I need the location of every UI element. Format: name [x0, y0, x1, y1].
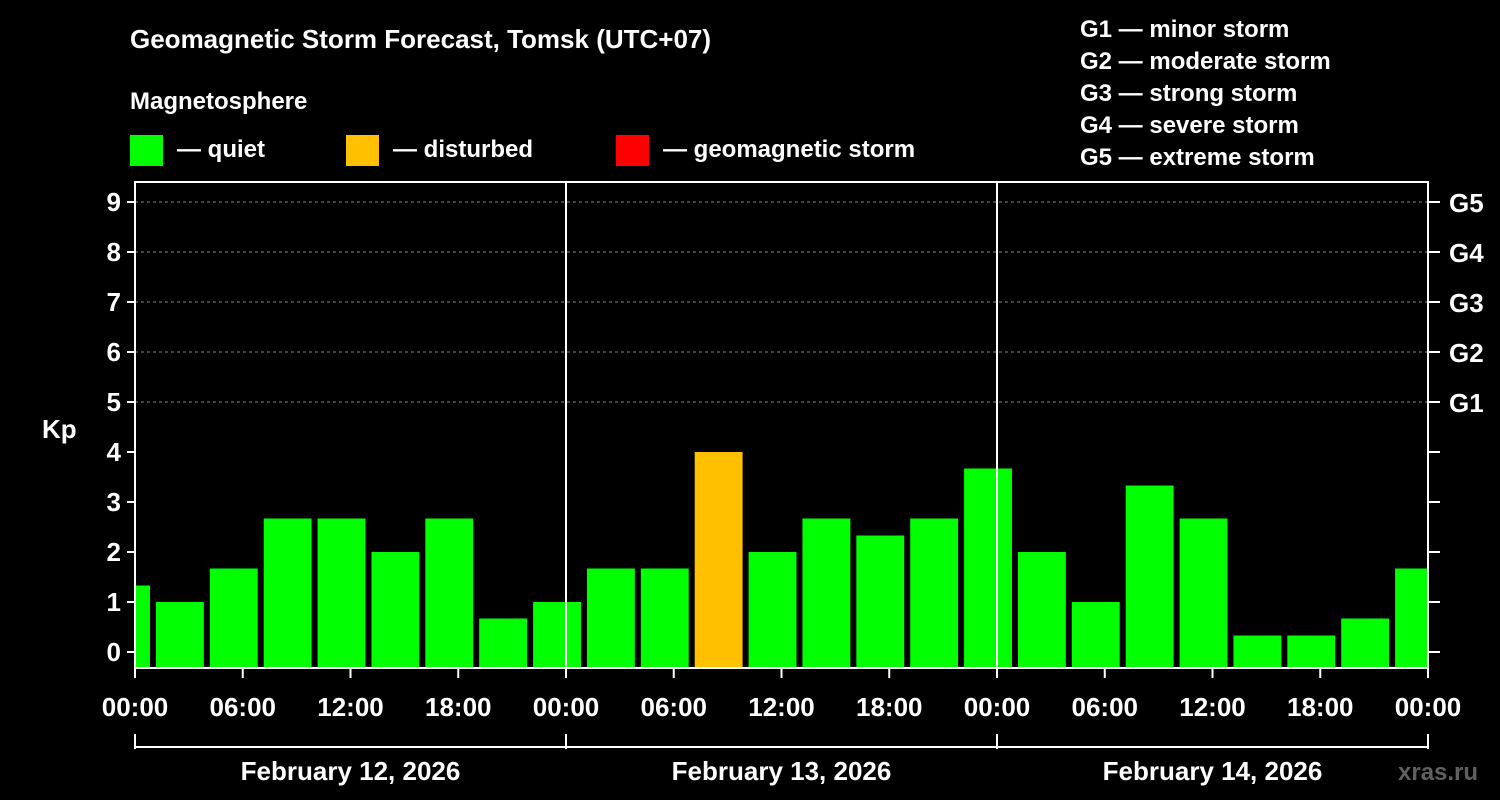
legend-label-storm: — geomagnetic storm — [663, 136, 915, 163]
legend-swatch-quiet — [130, 135, 163, 166]
kp-bar — [748, 552, 797, 668]
x-tick-label: 18:00 — [425, 692, 492, 722]
y-tick-label: 3 — [107, 487, 121, 517]
x-tick-label: 18:00 — [856, 692, 923, 722]
y-tick-label: 2 — [107, 537, 121, 567]
kp-bar — [1017, 552, 1066, 668]
y-tick-label: 1 — [107, 587, 121, 617]
x-tick-label: 18:00 — [1287, 692, 1354, 722]
kp-bar — [209, 568, 258, 668]
kp-bar — [910, 518, 959, 668]
x-tick-label: 06:00 — [210, 692, 277, 722]
g-scale-label: G4 — [1449, 238, 1484, 268]
kp-bar — [425, 518, 474, 668]
y-tick-label: 5 — [107, 387, 121, 417]
y-tick-label: 7 — [107, 287, 121, 317]
g-scale-label: G3 — [1449, 288, 1484, 318]
kp-bar — [263, 518, 312, 668]
day-label: February 13, 2026 — [672, 756, 892, 786]
legend-label-disturbed: — disturbed — [393, 136, 533, 163]
kp-bar — [964, 468, 1012, 668]
kp-bar — [135, 585, 150, 668]
kp-bar — [856, 535, 905, 668]
y-axis-label: Kp — [42, 414, 77, 444]
kp-bar — [371, 552, 420, 668]
legend-swatch-storm — [616, 135, 649, 166]
x-tick-label: 12:00 — [1179, 692, 1246, 722]
kp-bar — [479, 618, 528, 668]
kp-bar — [1287, 635, 1336, 668]
x-tick-label: 06:00 — [641, 692, 708, 722]
y-tick-label: 8 — [107, 237, 121, 267]
storm-scale-g4: G4 — severe storm — [1080, 112, 1299, 139]
legend: — quiet — disturbed — geomagnetic storm — [130, 135, 915, 166]
kp-bar — [155, 602, 204, 668]
y-tick-label: 0 — [107, 637, 121, 667]
kp-bar — [1395, 568, 1428, 668]
x-tick-label: 12:00 — [317, 692, 384, 722]
kp-bar — [640, 568, 689, 668]
storm-scale-legend: G1 — minor storm G2 — moderate storm G3 … — [1080, 16, 1331, 171]
kp-bar — [694, 452, 743, 668]
kp-bar — [533, 602, 581, 668]
day-label: February 14, 2026 — [1103, 756, 1323, 786]
y-tick-label: 4 — [107, 437, 122, 467]
kp-bar — [586, 568, 635, 668]
storm-scale-g3: G3 — strong storm — [1080, 80, 1297, 107]
kp-bar — [1179, 518, 1228, 668]
storm-scale-g2: G2 — moderate storm — [1080, 48, 1331, 75]
chart-title: Geomagnetic Storm Forecast, Tomsk (UTC+0… — [130, 24, 711, 54]
y-tick-label: 6 — [107, 337, 121, 367]
kp-bar — [1341, 618, 1390, 668]
x-tick-label: 06:00 — [1072, 692, 1139, 722]
kp-bar — [1233, 635, 1282, 668]
watermark: xras.ru — [1398, 759, 1478, 786]
x-tick-label: 00:00 — [533, 692, 600, 722]
x-tick-label: 12:00 — [748, 692, 815, 722]
x-tick-label: 00:00 — [964, 692, 1031, 722]
legend-swatch-disturbed — [346, 135, 379, 166]
g-scale-label: G5 — [1449, 188, 1484, 218]
storm-scale-g1: G1 — minor storm — [1080, 16, 1289, 43]
legend-title: Magnetosphere — [130, 88, 307, 115]
x-tick-label: 00:00 — [1395, 692, 1462, 722]
y-tick-label: 9 — [107, 187, 121, 217]
kp-bar — [1125, 485, 1174, 668]
storm-scale-g5: G5 — extreme storm — [1080, 144, 1315, 171]
kp-bar — [317, 518, 366, 668]
kp-bar — [802, 518, 851, 668]
legend-label-quiet: — quiet — [177, 136, 265, 163]
kp-bar — [1071, 602, 1120, 668]
day-label: February 12, 2026 — [241, 756, 461, 786]
x-tick-label: 00:00 — [102, 692, 169, 722]
g-scale-label: G1 — [1449, 388, 1484, 418]
g-scale-label: G2 — [1449, 338, 1484, 368]
